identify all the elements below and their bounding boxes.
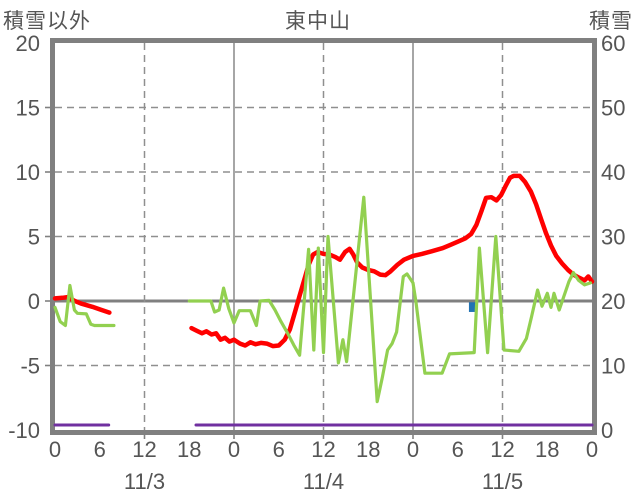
x-axis-tick-label: 6 [94,437,106,462]
right-axis-tick-label: 40 [601,160,625,185]
x-axis-tick-label: 12 [132,437,156,462]
left-axis-tick-label: 0 [28,289,40,314]
x-axis-tick-label: 18 [535,437,559,462]
green-line [53,283,116,328]
x-axis-date-label: 11/4 [303,469,344,494]
x-axis-tick-label: 0 [228,437,240,462]
x-axis-date-label: 11/5 [482,469,523,494]
right-axis-tick-label: 20 [601,289,625,314]
green-line [187,195,593,404]
right-axis-tick-label: 10 [601,354,625,379]
red-line [52,294,112,315]
x-axis-date-label: 11/3 [124,469,165,494]
chart-title: 東中山 [285,10,351,33]
x-axis-tick-label: 18 [356,437,380,462]
left-axis-title: 積雪以外 [3,10,91,33]
right-axis-tick-label: 50 [601,96,625,121]
x-axis-tick-label: 0 [407,437,419,462]
x-axis-tick-label: 6 [273,437,285,462]
x-axis-tick-label: 12 [490,437,514,462]
left-axis-tick-label: -5 [20,354,40,379]
plot-frame [50,38,597,435]
x-axis-tick-label: 6 [452,437,464,462]
left-axis-tick-label: 15 [16,96,40,121]
x-axis-tick-label: 18 [177,437,201,462]
left-axis-tick-label: 20 [16,31,40,56]
x-axis-tick-label: 12 [311,437,335,462]
right-axis-tick-label: 60 [601,31,625,56]
x-axis-tick-label: 0 [586,437,598,462]
left-axis-tick-label: 10 [16,160,40,185]
right-axis-title: 積雪 [589,10,633,33]
right-axis-tick-label: 30 [601,225,625,250]
right-axis-tick-label: 0 [601,418,613,443]
left-axis-tick-label: 5 [28,225,40,250]
blue-bar-marker [468,302,476,312]
left-axis-tick-label: -10 [8,418,40,443]
red-line [189,173,595,349]
x-axis-tick-label: 0 [49,437,61,462]
